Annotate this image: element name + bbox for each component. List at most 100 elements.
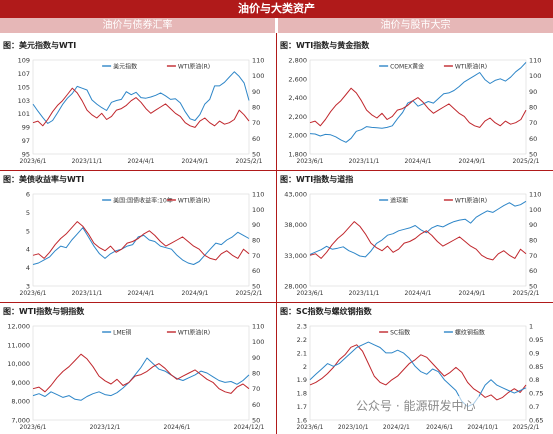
right-tick-label: 100 bbox=[529, 206, 541, 214]
right-tick-label: 50 bbox=[252, 151, 260, 159]
chart-sc-rebar: 1.6 1.7 1.8 1.9 2 2.1 2.2 2.3 0.65 0.7 0.75 0.8 0.85… bbox=[297, 323, 544, 432]
x-tick-label: 2025/2/1 bbox=[236, 158, 263, 165]
right-tick-label: 110 bbox=[529, 191, 541, 199]
right-tick-label: 0.65 bbox=[529, 417, 543, 425]
chart-title-wti-copper: 图：WTI指数与铜指数 bbox=[3, 307, 85, 316]
right-tick-label: 90 bbox=[529, 221, 537, 229]
left-tick-label: 33,000 bbox=[284, 252, 307, 260]
left-tick-label: 2,400 bbox=[288, 94, 307, 102]
right-tick-label: 110 bbox=[252, 323, 264, 331]
x-tick-label: 2023/6/1 bbox=[297, 290, 324, 297]
chart-title-wti-dow: 图：WTI指数与道指 bbox=[280, 175, 354, 184]
series-line-left bbox=[309, 200, 527, 258]
x-tick-label: 2025/2/1 bbox=[236, 290, 263, 297]
left-tick-label: 2,000 bbox=[288, 132, 307, 140]
left-tick-label: 3 bbox=[26, 283, 30, 291]
series-line-left bbox=[309, 62, 527, 143]
right-tick-label: 110 bbox=[252, 57, 264, 65]
left-tick-label: 1.8 bbox=[297, 390, 307, 398]
right-tick-label: 110 bbox=[529, 57, 541, 65]
left-tick-label: 8,000 bbox=[11, 398, 30, 406]
x-tick-label: 2024/9/1 bbox=[459, 158, 486, 165]
x-tick-label: 2024/4/1 bbox=[128, 158, 155, 165]
left-tick-label: 101 bbox=[18, 110, 30, 118]
plot-frame bbox=[32, 325, 250, 421]
right-tick-label: 70 bbox=[252, 252, 260, 260]
right-section-header: 油价与股市大宗 bbox=[278, 18, 553, 33]
right-tick-label: 60 bbox=[252, 267, 260, 275]
left-tick-label: 43,000 bbox=[284, 191, 307, 199]
left-tick-label: 5 bbox=[26, 209, 30, 217]
series-line-left bbox=[309, 344, 527, 401]
left-tick-label: 2,600 bbox=[288, 75, 307, 83]
left-tick-label: 99 bbox=[22, 124, 30, 132]
chart-title-usd-wti: 图：美元指数与WTI bbox=[3, 41, 77, 50]
right-tick-label: 60 bbox=[252, 135, 260, 143]
x-tick-label: 2023/6/1 bbox=[20, 424, 47, 431]
right-tick-label: 100 bbox=[252, 72, 264, 80]
plot-frame bbox=[309, 325, 527, 421]
row-divider-1 bbox=[0, 170, 553, 171]
left-tick-label: 7,000 bbox=[11, 417, 30, 425]
left-tick-label: 105 bbox=[18, 83, 30, 91]
left-tick-label: 2.2 bbox=[297, 336, 307, 344]
chart-title-wti-gold: 图：WTI指数与黄金指数 bbox=[280, 41, 370, 50]
right-tick-label: 90 bbox=[252, 354, 260, 362]
legend-label: COMEX黄金 bbox=[390, 63, 424, 71]
series-line-right bbox=[309, 341, 527, 408]
right-tick-label: 50 bbox=[252, 417, 260, 425]
page-title: 油价与大类资产 bbox=[0, 0, 553, 18]
right-tick-label: 50 bbox=[529, 151, 537, 159]
legend-label: 美元指数 bbox=[113, 63, 137, 71]
left-tick-label: 38,000 bbox=[284, 221, 307, 229]
right-tick-label: 110 bbox=[252, 191, 264, 199]
plot-frame bbox=[309, 193, 527, 287]
left-tick-label: 11,000 bbox=[7, 341, 30, 349]
x-tick-label: 2024/4/1 bbox=[128, 290, 155, 297]
left-tick-label: 28,000 bbox=[284, 283, 307, 291]
right-tick-label: 0.75 bbox=[529, 390, 543, 398]
left-tick-label: 103 bbox=[18, 97, 30, 105]
right-tick-label: 70 bbox=[529, 119, 537, 127]
x-tick-label: 2024/9/1 bbox=[182, 290, 209, 297]
legend-label: WTI原油(R) bbox=[455, 63, 487, 71]
right-tick-label: 80 bbox=[252, 237, 260, 245]
vertical-divider bbox=[276, 33, 277, 434]
left-tick-label: 1,800 bbox=[288, 151, 307, 159]
left-tick-label: 6 bbox=[26, 191, 30, 199]
legend-label: WTI原油(R) bbox=[178, 197, 210, 205]
legend-label: LME铜 bbox=[113, 329, 131, 337]
series-line-left bbox=[32, 357, 250, 401]
x-tick-label: 2024/9/1 bbox=[182, 158, 209, 165]
legend-label: WTI原油(R) bbox=[178, 329, 210, 337]
series-line-left bbox=[32, 71, 250, 124]
x-tick-label: 2023/6/1 bbox=[297, 158, 324, 165]
x-tick-label: 2024/10/1 bbox=[467, 424, 498, 431]
left-tick-label: 107 bbox=[18, 70, 30, 78]
x-tick-label: 2023/6/1 bbox=[297, 424, 324, 431]
left-tick-label: 10,000 bbox=[7, 360, 30, 368]
right-tick-label: 0.8 bbox=[529, 376, 539, 384]
right-tick-label: 90 bbox=[529, 88, 537, 96]
x-tick-label: 2023/11/1 bbox=[72, 290, 103, 297]
right-tick-label: 80 bbox=[252, 370, 260, 378]
series-line-right bbox=[309, 87, 527, 128]
legend-label: SC指数 bbox=[390, 329, 410, 337]
left-tick-label: 109 bbox=[18, 57, 30, 65]
left-tick-label: 95 bbox=[22, 151, 30, 159]
x-tick-label: 2023/11/1 bbox=[349, 158, 380, 165]
left-section-header: 油价与债券汇率 bbox=[0, 18, 275, 33]
left-tick-label: 2,200 bbox=[288, 113, 307, 121]
watermark: 公众号 · 能源研发中心 bbox=[352, 396, 480, 415]
legend-label: 道琼斯 bbox=[390, 197, 408, 205]
chart-wti-dow: 28,000 33,000 38,000 43,000 50 60 70 80 90 100 110… bbox=[284, 191, 541, 298]
row-divider-2 bbox=[0, 302, 553, 303]
series-line-right bbox=[32, 353, 250, 394]
right-tick-label: 0.95 bbox=[529, 336, 543, 344]
left-tick-label: 4 bbox=[26, 264, 30, 272]
x-tick-label: 2023/10/1 bbox=[338, 424, 369, 431]
plot-frame bbox=[32, 193, 250, 287]
x-tick-label: 2023/12/1 bbox=[90, 424, 121, 431]
left-tick-label: 1.6 bbox=[297, 417, 307, 425]
left-tick-label: 12,000 bbox=[7, 323, 30, 331]
